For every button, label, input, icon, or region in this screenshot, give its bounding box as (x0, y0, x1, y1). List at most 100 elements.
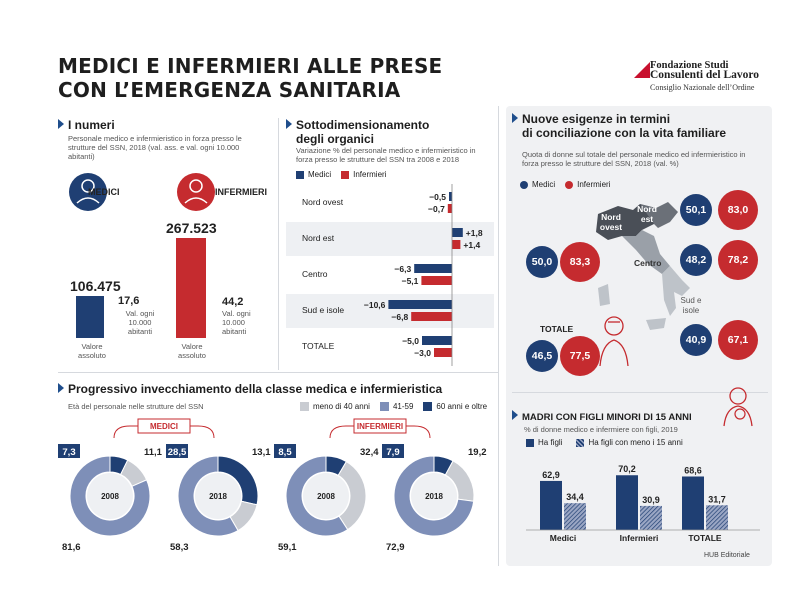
sotto-bar (411, 312, 452, 321)
numeri-graphic (69, 173, 215, 338)
credit: HUB Editoriale (704, 552, 750, 559)
medici-bar (76, 296, 104, 338)
eta-year-label: 2018 (209, 492, 227, 501)
eta-center (87, 473, 133, 519)
legend-medici: Medici (308, 170, 332, 179)
madri-bar (616, 475, 638, 530)
legend-infermieri: Infermieri (353, 170, 387, 179)
eta-tag-label: MEDICI (150, 422, 178, 431)
sotto-category-label: Nord ovest (302, 197, 344, 207)
sotto-value-label: −3,0 (414, 348, 431, 358)
eta-center (411, 473, 457, 519)
map-sicilia (646, 318, 666, 330)
madri-title: MADRI CON FIGLI MINORI DI 15 ANNI (512, 410, 692, 425)
nuove-legend: Medici Infermieri (520, 180, 610, 189)
section-marker-icon (58, 383, 64, 393)
madri-value-label: 30,9 (642, 495, 660, 505)
sotto-value-label: −6,3 (394, 264, 411, 274)
sotto-value-label: −6,8 (391, 312, 408, 322)
sotto-value-label: −0,7 (428, 204, 445, 214)
invecchiamento-title: Progressivo invecchiamento della classe … (58, 382, 442, 396)
eta-tag-box (137, 418, 191, 434)
madri-subtitle: % di donne medico e infermiere con figli… (524, 425, 678, 434)
sotto-value-label: −5,0 (402, 336, 419, 346)
sotto-bar (449, 192, 452, 201)
eta-slice (177, 455, 239, 537)
totale-label: TOTALE (540, 324, 574, 334)
legend-swatch-medici (296, 170, 304, 179)
sotto-bar (434, 348, 452, 357)
eta-year-label: 2008 (101, 492, 119, 501)
sotto-category-label: Centro (302, 269, 328, 279)
sotto-subtitle: Variazione % del personale medico e infe… (296, 146, 476, 164)
legend-infermieri-right: Infermieri (577, 180, 611, 189)
map-sardegna (598, 284, 610, 306)
sotto-row-bg (286, 294, 494, 328)
sotto-bar (452, 240, 461, 249)
map-sud (662, 266, 690, 316)
legend-swatch-ha-figli-15 (576, 438, 585, 447)
legend-dot-infermieri (565, 180, 574, 189)
nurse-illustration-icon (599, 316, 629, 367)
region-label-centro: Centro (634, 258, 662, 268)
eta-slice (393, 455, 475, 537)
numeri-title: I numeri (58, 118, 115, 132)
legend-a: meno di 40 anni (313, 402, 370, 411)
nuove-title: Nuove esigenze in termini di conciliazio… (512, 112, 726, 140)
sotto-value-label: +1,8 (466, 228, 483, 238)
legend-medici-right: Medici (532, 180, 556, 189)
eta-label-60: 7,9 (386, 447, 399, 458)
sotto-category-label: TOTALE (302, 341, 335, 351)
sotto-title: Sottodimensionamento degli organici (286, 118, 429, 146)
sotto-value-label: −0,5 (429, 192, 446, 202)
title-line-2: CON L’EMERGENZA SANITARIA (58, 78, 401, 102)
italy-map (596, 202, 690, 330)
eta-label-40: 32,4 (360, 447, 379, 458)
madri-category-label: Medici (550, 533, 576, 543)
sotto-bar (414, 264, 452, 273)
totale-medici: 46,5 (526, 340, 558, 372)
legend-swatch-c (423, 402, 433, 411)
infermieri-rate: 44,2 (222, 296, 244, 308)
centro-medici: 48,2 (680, 244, 712, 276)
sotto-legend: Medici Infermieri (296, 170, 386, 179)
madri-bar (640, 505, 662, 530)
legend-ha-figli: Ha figli (538, 438, 563, 447)
madri-bar (682, 476, 704, 530)
eta-label-60: 7,3 (62, 447, 75, 458)
centro-infermieri: 78,2 (718, 240, 758, 280)
region-label-sud: Sud e isole (680, 296, 702, 315)
sotto-bar (447, 204, 452, 213)
sotto-row-bg (286, 222, 494, 256)
eta-chart: 2008 7,3 11,1 81,6 2018 28,5 13,1 58,3 2008 8,5 32… (58, 418, 487, 553)
logo-line-1: Fondazione Studi (650, 60, 729, 71)
eta-label-4159: 58,3 (170, 542, 189, 553)
madri-bar (706, 505, 728, 530)
logo: Fondazione Studi Consulenti del Lavoro C… (634, 58, 774, 98)
infermieri-abs-label: Valore assoluto (178, 342, 206, 360)
mother-illustration-icon (723, 387, 753, 427)
sotto-category-label: Sud e isole (302, 305, 344, 315)
madri-value-label: 34,4 (566, 492, 584, 502)
map-centro (622, 230, 670, 274)
sotto-chart: Nord ovest −0,5 −0,7 Nord est +1,8 +1,4 Centro… (286, 184, 494, 366)
divider-horizontal (58, 372, 498, 373)
medici-rate: 17,6 (118, 295, 140, 307)
section-marker-icon (286, 119, 292, 129)
page-title: MEDICI E INFERMIERI ALLE PRESE CON L’EME… (58, 54, 442, 102)
medici-rate-label: Val. ogni 10.000 abitanti (125, 309, 155, 336)
nurse-icon (177, 173, 215, 211)
madri-value-label: 68,6 (684, 465, 702, 475)
sotto-bar (388, 300, 452, 309)
legend-c: 60 anni e oltre (436, 402, 488, 411)
eta-slice (285, 455, 349, 537)
map-nordest (640, 202, 678, 228)
logo-line-3: Consiglio Nazionale dell’Ordine (650, 83, 755, 92)
legend-b: 41-59 (392, 402, 414, 411)
doctor-icon (69, 173, 107, 211)
nordest-medici: 50,1 (680, 194, 712, 226)
legend-ha-figli-15: Ha figli con meno i 15 anni (588, 438, 683, 447)
madri-value-label: 62,9 (542, 470, 560, 480)
divider-vertical-2 (498, 106, 499, 566)
madri-bar (564, 503, 586, 530)
